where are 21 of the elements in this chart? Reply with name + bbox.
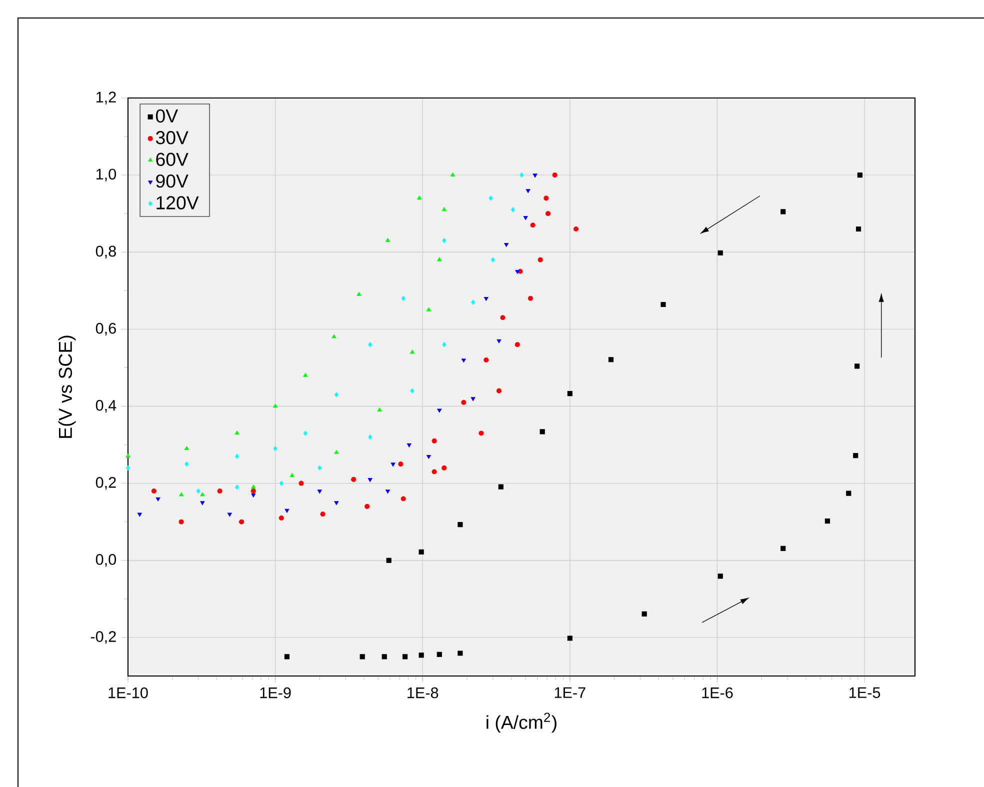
y-tick-label: 0,2 (96, 476, 116, 490)
x-tick-label: 1E-6 (702, 687, 733, 698)
legend-label: 30V (156, 131, 188, 144)
legend-label: 0V (156, 109, 178, 123)
x-tick-label: 1E-9 (260, 687, 291, 698)
legend-label: 120V (156, 196, 199, 210)
y-tick-label: 1,2 (96, 92, 116, 104)
y-tick-label: 0,0 (96, 554, 116, 567)
x-tick-label: 1E-7 (554, 687, 586, 698)
y-tick-label: -0,2 (90, 631, 116, 644)
y-tick-label: 0,6 (96, 322, 116, 336)
y-axis-title: E(V vs SCE) (58, 336, 76, 438)
y-tick-label: 0,8 (96, 246, 116, 258)
x-tick-label: 1E-8 (408, 687, 438, 698)
legend-label: 60V (156, 152, 188, 166)
x-axis-title: i (A/cm$^{2}$) (486, 712, 556, 733)
y-tick-label: 1,0 (96, 168, 116, 182)
x-tick-label: 1E-10 (108, 687, 148, 698)
x-tick-label: 1E-5 (850, 687, 880, 698)
legend-label: 90V (156, 174, 188, 188)
y-tick-label: 0,4 (96, 400, 116, 413)
